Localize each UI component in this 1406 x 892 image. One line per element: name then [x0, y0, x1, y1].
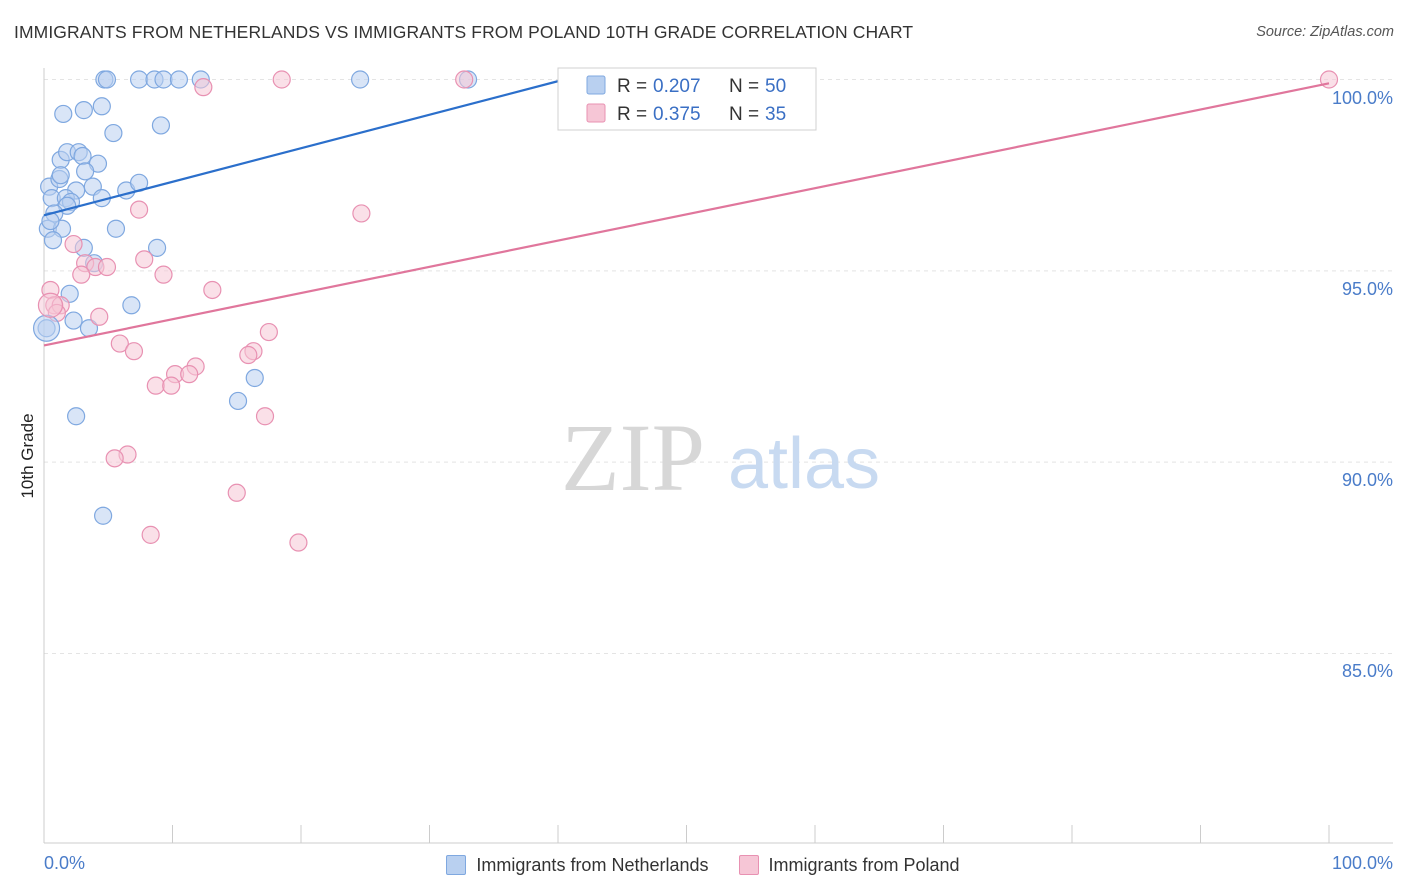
poland-point: [64, 234, 83, 254]
poland-point: [72, 265, 91, 284]
poland-point: [255, 407, 275, 426]
netherlands-point: [54, 104, 73, 124]
y-tick-label: 90.0%: [1342, 470, 1393, 490]
gridlines: [44, 79, 1393, 654]
legend-n-label: N =: [729, 104, 759, 125]
chart-source: Source: ZipAtlas.com: [1256, 24, 1394, 40]
trend-lines: [43, 78, 1330, 347]
stats-legend: R = 0.207 N = 50 R = 0.375 N = 35: [557, 67, 817, 131]
legend-swatch-netherlands: [446, 855, 467, 875]
legend-swatch-netherlands: [586, 75, 606, 95]
netherlands-point: [106, 219, 126, 238]
netherlands-point: [228, 391, 248, 411]
poland-point: [203, 280, 222, 300]
poland-point: [227, 483, 246, 502]
poland-point: [154, 265, 173, 284]
poland-point: [129, 200, 149, 219]
netherlands-point: [129, 70, 149, 89]
legend-n-value: 50: [765, 76, 786, 97]
x-tick-label: 100.0%: [1332, 853, 1393, 873]
netherlands-point: [245, 368, 264, 388]
netherlands-point: [73, 146, 92, 166]
poland-point: [162, 376, 181, 395]
legend-swatch-poland: [586, 103, 606, 123]
netherlands-point: [67, 407, 86, 426]
netherlands-point: [74, 101, 93, 120]
poland-point: [97, 257, 117, 277]
watermark-zip: ZIP: [561, 404, 705, 511]
legend-label-poland: Immigrants from Poland: [768, 854, 960, 875]
poland-point: [194, 78, 213, 97]
y-tick-label: 95.0%: [1342, 279, 1393, 299]
poland-point: [105, 449, 124, 468]
netherlands-point: [169, 70, 189, 89]
legend-n-label: N =: [729, 76, 759, 97]
netherlands-point: [32, 314, 61, 342]
netherlands-trend-line: [43, 78, 565, 217]
poland-point: [37, 292, 64, 318]
legend-item-netherlands[interactable]: Immigrants from Netherlands: [446, 854, 709, 876]
legend-n-value: 35: [765, 104, 786, 125]
poland-point: [289, 533, 308, 552]
netherlands-point: [97, 70, 117, 89]
y-tick-labels: 100.0% 95.0% 90.0% 85.0%: [1332, 88, 1393, 681]
poland-point: [259, 322, 278, 342]
legend-r-value: 0.207: [653, 76, 701, 97]
y-axis-label: 10th Grade: [18, 413, 37, 499]
netherlands-point: [151, 116, 171, 135]
netherlands-point: [92, 97, 111, 116]
points: [32, 70, 1339, 552]
poland-point: [110, 334, 129, 353]
axes: [43, 68, 1393, 844]
netherlands-point: [76, 162, 95, 181]
legend-r-label: R =: [617, 104, 647, 125]
netherlands-point: [122, 296, 141, 315]
poland-point: [272, 70, 291, 89]
legend-r-value: 0.375: [653, 104, 701, 125]
netherlands-point: [94, 506, 113, 525]
legend-swatch-poland: [738, 855, 759, 875]
netherlands-point: [147, 238, 167, 257]
netherlands-point: [43, 231, 63, 250]
series-legend: Immigrants from Netherlands Immigrants f…: [0, 850, 1406, 880]
x-tick-label: 0.0%: [44, 853, 85, 873]
legend-r-label: R =: [617, 76, 647, 97]
legend-label-netherlands: Immigrants from Netherlands: [476, 854, 709, 875]
netherlands-point: [64, 311, 83, 330]
poland-point: [124, 342, 144, 361]
netherlands-point: [104, 123, 123, 143]
chart-title: IMMIGRANTS FROM NETHERLANDS VS IMMIGRANT…: [14, 22, 914, 42]
poland-point: [141, 525, 160, 544]
netherlands-point: [154, 70, 173, 89]
poland-point: [239, 345, 258, 365]
poland-point: [90, 307, 109, 326]
poland-point: [146, 376, 165, 395]
x-tick-labels: 0.0% 100.0%: [44, 853, 1393, 873]
poland-point: [455, 70, 474, 89]
poland-point: [352, 204, 371, 223]
y-tick-label: 85.0%: [1342, 661, 1393, 681]
y-tick-label: 100.0%: [1332, 88, 1393, 108]
poland-point: [180, 365, 199, 384]
watermark-atlas: atlas: [728, 424, 880, 504]
netherlands-point: [51, 166, 70, 185]
poland-trend-line: [43, 82, 1330, 347]
watermark: ZIP atlas: [561, 404, 880, 511]
netherlands-point: [351, 70, 370, 89]
legend-item-poland[interactable]: Immigrants from Poland: [738, 854, 960, 876]
poland-point: [135, 250, 154, 269]
